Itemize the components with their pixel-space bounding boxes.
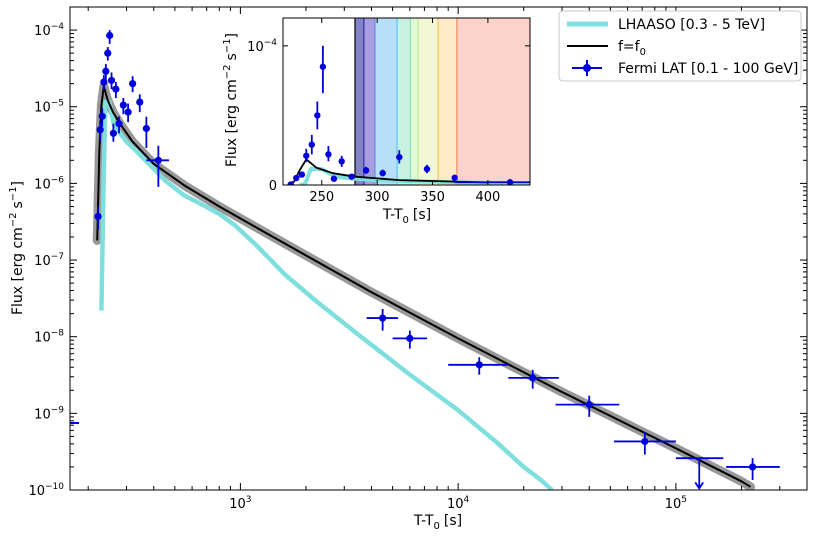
main-x-axis-label: T-T0 [s] xyxy=(413,513,462,532)
fermi-point xyxy=(675,457,724,490)
fermi-point xyxy=(109,123,117,142)
inset-x-tick-label: 350 xyxy=(420,190,445,205)
fermi-point xyxy=(392,330,428,349)
main-y-axis-label: Flux [erg cm−2s−1] xyxy=(8,181,26,315)
inset-fermi-point xyxy=(348,173,355,180)
fermi-point xyxy=(129,76,137,93)
time-interval-band xyxy=(354,18,364,185)
fermi-point xyxy=(98,108,106,127)
x-tick-label: 103 xyxy=(229,495,251,512)
time-interval-band xyxy=(397,18,411,185)
inset-fermi-point xyxy=(454,179,530,185)
inset-fermi-point xyxy=(330,175,338,182)
inset-x-tick-label: 300 xyxy=(365,190,390,205)
inset-points-layer xyxy=(287,45,530,185)
legend-lhaaso-label: LHAASO [0.3 - 5 TeV] xyxy=(618,17,765,33)
legend-box xyxy=(558,10,802,82)
legend-fermi-label: Fermi LAT [0.1 - 100 GeV] xyxy=(618,61,798,77)
time-interval-band xyxy=(456,18,530,185)
inset-x-tick-label: 400 xyxy=(475,190,500,205)
fermi-point xyxy=(104,47,112,61)
time-interval-band xyxy=(363,18,375,185)
fermi-point xyxy=(136,94,144,113)
inset-fermi-point xyxy=(298,171,306,178)
lhaaso-curve xyxy=(99,99,554,490)
fermi-point xyxy=(555,395,620,417)
inset-y-axis-label: Flux [erg cm−2s−1] xyxy=(222,33,240,167)
y-tick-label: 10−9 xyxy=(34,405,64,422)
fermi-points-layer xyxy=(94,30,780,490)
legend-fermi-swatch xyxy=(572,60,602,76)
inset-y-tick-label: 0 xyxy=(269,179,277,194)
time-interval-band xyxy=(410,18,419,185)
fermi-point xyxy=(124,103,132,123)
fermi-point xyxy=(508,369,559,389)
time-interval-band xyxy=(418,18,439,185)
inset-fermi-point xyxy=(319,45,327,94)
inset-plot: 250 300 350 400 0 10−4 T-T0 [s] Flux [erg cm−… xyxy=(222,17,531,226)
fermi-point xyxy=(142,116,150,148)
time-interval-band xyxy=(374,18,398,185)
fermi-point xyxy=(726,458,780,481)
inset-x-tick-label: 250 xyxy=(309,190,334,205)
legend: LHAASO [0.3 - 5 TeV] f=f0 Fermi LAT [0.1… xyxy=(558,10,802,82)
inset-fermi-point xyxy=(293,174,300,182)
main-y-ticks: 10−10 10−9 10−8 10−7 10−6 10−5 10−4 xyxy=(28,6,807,499)
inset-fermi-point xyxy=(379,169,386,177)
fermi-point xyxy=(119,97,127,115)
fermi-point xyxy=(366,308,399,331)
inset-fermi-point xyxy=(362,166,370,174)
inset-fermi-point xyxy=(451,174,458,181)
inset-y-ticks: 0 10−4 xyxy=(247,38,530,194)
fermi-point xyxy=(106,30,114,44)
fermi-point xyxy=(94,206,102,230)
inset-fermi-point xyxy=(308,134,315,155)
fermi-point xyxy=(614,432,676,455)
y-tick-label: 10−7 xyxy=(34,252,64,269)
y-tick-label: 10−6 xyxy=(34,175,64,192)
y-tick-label: 10−4 xyxy=(34,22,64,39)
x-tick-label: 104 xyxy=(447,495,470,512)
fermi-point xyxy=(146,145,169,187)
fermi-point xyxy=(448,357,509,375)
time-interval-band xyxy=(438,18,457,185)
x-tick-label: 105 xyxy=(665,495,687,512)
main-x-ticks: 103 104 105 xyxy=(87,7,808,512)
fermi-point xyxy=(107,72,116,90)
inset-fermi-point xyxy=(325,146,332,162)
y-tick-label: 10−5 xyxy=(34,99,64,116)
inset-fermi-point xyxy=(314,101,321,130)
inset-band-edges-layer xyxy=(354,18,458,185)
fermi-point xyxy=(96,121,104,141)
inset-x-ticks: 250 300 350 400 xyxy=(309,18,500,205)
lhaaso-curve-layer xyxy=(99,99,554,490)
fermi-point xyxy=(115,116,123,134)
inset-plot-frame xyxy=(282,17,531,186)
inset-fermi-point xyxy=(396,150,403,164)
inset-fermi-point xyxy=(338,155,345,167)
y-tick-label: 10−8 xyxy=(34,329,64,346)
fermi-point xyxy=(102,64,110,81)
inset-fermi-point xyxy=(423,164,431,174)
y-tick-label: 10−10 xyxy=(28,482,64,499)
legend-model-label: f=f0 xyxy=(618,39,646,58)
inset-x-axis-label: T-T0 [s] xyxy=(382,207,431,226)
inset-fermi-point xyxy=(303,148,310,163)
main-plot-frame xyxy=(69,6,808,491)
inset-y-tick-label: 10−4 xyxy=(247,38,277,55)
inset-bands-layer xyxy=(354,18,530,185)
fermi-point xyxy=(112,82,120,98)
